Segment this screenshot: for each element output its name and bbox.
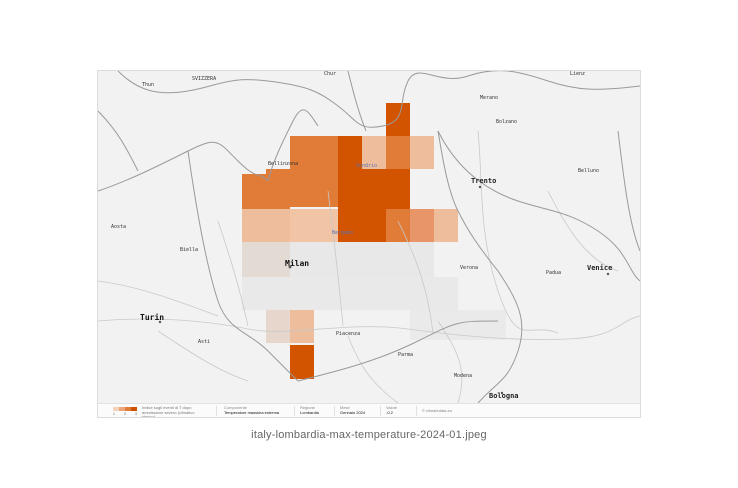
label-verona: Verona bbox=[460, 265, 478, 271]
label-sondrio: Sondrio bbox=[356, 163, 377, 169]
grid-cell bbox=[266, 310, 290, 343]
grid-cell bbox=[410, 136, 434, 169]
scale-tick: 1 bbox=[113, 412, 115, 416]
grid-cell bbox=[290, 242, 434, 277]
legend-swatch bbox=[131, 407, 137, 411]
label-padua: Padua bbox=[546, 270, 561, 276]
bologna-marker bbox=[500, 391, 504, 395]
legend-value: Valore -0.2 bbox=[386, 405, 398, 415]
component-value: Temperature massima estrema bbox=[224, 409, 280, 415]
label-asti: Asti bbox=[198, 339, 210, 345]
grid-cell bbox=[242, 209, 290, 242]
milan-marker bbox=[288, 265, 292, 269]
grid-cell bbox=[386, 103, 410, 136]
label-bellinzona: Bellinzona bbox=[268, 161, 298, 167]
label-aosta: Aosta bbox=[111, 224, 126, 230]
grid-cell bbox=[362, 136, 386, 169]
turin-marker bbox=[158, 320, 162, 324]
legend-divider bbox=[416, 406, 417, 416]
legend-credit: © climatedata.eu bbox=[422, 408, 453, 414]
venice-marker bbox=[606, 272, 610, 276]
grid-cell bbox=[434, 209, 458, 242]
grid-cell bbox=[338, 169, 410, 209]
component-label: Componente bbox=[224, 405, 247, 410]
label-chur: Chur bbox=[324, 71, 336, 77]
label-modena: Modena bbox=[454, 373, 472, 379]
label-trento: Trento bbox=[471, 177, 496, 185]
legend-region: Regione Lombardia bbox=[300, 405, 319, 415]
map-canvas[interactable]: SVIZZERA Thun Chur Lienz Merano Bolzano … bbox=[98, 71, 640, 403]
rivers-layer bbox=[98, 130, 640, 403]
trento-marker bbox=[478, 185, 482, 189]
legend-scale bbox=[113, 407, 137, 411]
legend-swatch bbox=[113, 407, 119, 411]
legend-description-text: Indice sugli eventi di T dopo ammissione… bbox=[142, 405, 195, 418]
scale-tick: 2 bbox=[124, 412, 126, 416]
grid-cell bbox=[242, 277, 458, 310]
label-lienz: Lienz bbox=[570, 71, 585, 77]
grid-cell bbox=[338, 209, 386, 242]
legend-divider bbox=[380, 406, 381, 416]
label-turin: Turin bbox=[140, 312, 164, 322]
region-value: Lombardia bbox=[300, 409, 319, 415]
grid-cell bbox=[242, 174, 266, 209]
map-frame[interactable]: SVIZZERA Thun Chur Lienz Merano Bolzano … bbox=[97, 70, 641, 418]
legend-swatch bbox=[119, 407, 125, 411]
temperature-grid bbox=[242, 103, 506, 379]
value-value: -0.2 bbox=[386, 409, 393, 415]
city-markers bbox=[158, 185, 610, 395]
label-bologna: Bologna bbox=[489, 392, 519, 400]
image-filename: italy-lombardia-max-temperature-2024-01.… bbox=[251, 429, 487, 441]
legend-divider bbox=[334, 406, 335, 416]
label-biella: Biella bbox=[180, 247, 198, 253]
label-milan: Milan bbox=[285, 258, 309, 268]
grid-cell bbox=[290, 209, 338, 242]
grid-cell bbox=[410, 310, 506, 340]
map-legend: 1 2 3 Indice sugli eventi di T dopo ammi… bbox=[98, 403, 640, 417]
grid-cell bbox=[410, 209, 434, 242]
grid-cell bbox=[266, 169, 290, 209]
grid-cell bbox=[338, 136, 362, 169]
grid-cell bbox=[290, 169, 338, 207]
legend-divider bbox=[294, 406, 295, 416]
label-thun: Thun bbox=[142, 82, 154, 88]
legend-description: Indice sugli eventi di T dopo ammissione… bbox=[142, 405, 208, 418]
label-bergamo: Bergamo bbox=[332, 230, 353, 236]
legend-swatch bbox=[125, 407, 131, 411]
legend-scale-ticks: 1 2 3 bbox=[113, 412, 137, 416]
grid-cell bbox=[242, 242, 290, 277]
label-belluno: Belluno bbox=[578, 168, 599, 174]
grid-cell bbox=[386, 209, 410, 242]
grid-cell bbox=[290, 310, 314, 343]
place-labels: SVIZZERA Thun Chur Lienz Merano Bolzano … bbox=[111, 71, 612, 400]
borders-layer bbox=[98, 71, 640, 403]
grid-cell bbox=[386, 136, 410, 169]
period-label: Mese bbox=[340, 405, 350, 410]
legend-period: Mese Gennaio 2024 bbox=[340, 405, 366, 415]
grid-cell bbox=[290, 345, 314, 379]
label-bolzano: Bolzano bbox=[496, 119, 517, 125]
label-parma: Parma bbox=[398, 352, 413, 358]
label-merano: Merano bbox=[480, 95, 498, 101]
legend-component: Componente Temperature massima estrema bbox=[224, 405, 280, 415]
label-piacenza: Piacenza bbox=[336, 331, 360, 337]
period-value: Gennaio 2024 bbox=[340, 409, 366, 415]
value-label: Valore bbox=[386, 405, 398, 410]
credit-text: © climatedata.eu bbox=[422, 408, 453, 413]
label-venice: Venice bbox=[587, 264, 612, 272]
label-svizzera: SVIZZERA bbox=[192, 76, 216, 82]
legend-divider bbox=[216, 406, 217, 416]
region-label: Regione bbox=[300, 405, 315, 410]
grid-cell bbox=[290, 136, 338, 174]
scale-tick: 3 bbox=[135, 412, 137, 416]
